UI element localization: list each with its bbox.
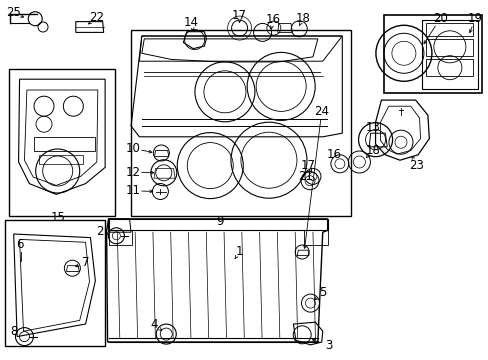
Bar	[131, 30, 350, 216]
Bar	[34, 137, 95, 151]
Bar	[426, 23, 472, 36]
Bar	[9, 69, 115, 216]
Text: 1: 1	[235, 245, 243, 258]
Text: 16: 16	[265, 13, 280, 26]
Text: 21: 21	[297, 170, 312, 183]
Text: 3: 3	[324, 339, 332, 352]
Text: 18: 18	[295, 12, 310, 24]
Bar	[426, 59, 472, 76]
Text: 6: 6	[16, 238, 23, 251]
Text: 16: 16	[326, 148, 341, 161]
Text: 25: 25	[6, 6, 21, 19]
Text: 22: 22	[89, 11, 104, 24]
Bar	[108, 230, 132, 245]
Text: 10: 10	[125, 142, 140, 155]
Bar	[304, 230, 327, 245]
Text: 7: 7	[81, 256, 89, 269]
Text: 17: 17	[232, 9, 246, 22]
Text: 2: 2	[96, 225, 104, 238]
Text: 11: 11	[125, 184, 140, 197]
Text: 20: 20	[432, 12, 447, 25]
Text: 8: 8	[10, 325, 18, 338]
Text: 23: 23	[408, 159, 423, 172]
Bar	[426, 39, 472, 56]
Text: 17: 17	[300, 159, 315, 172]
Text: 4: 4	[150, 318, 158, 330]
Text: 14: 14	[183, 16, 198, 29]
Text: 18: 18	[365, 144, 379, 157]
Text: 9: 9	[216, 215, 224, 228]
Text: 19: 19	[467, 12, 482, 25]
Text: 24: 24	[314, 105, 328, 118]
Bar	[422, 20, 477, 89]
Text: 5: 5	[318, 286, 326, 299]
Bar	[5, 220, 105, 346]
Bar	[384, 15, 481, 93]
Text: 13: 13	[366, 121, 380, 134]
Text: 12: 12	[125, 166, 140, 179]
Text: 15: 15	[50, 211, 65, 224]
